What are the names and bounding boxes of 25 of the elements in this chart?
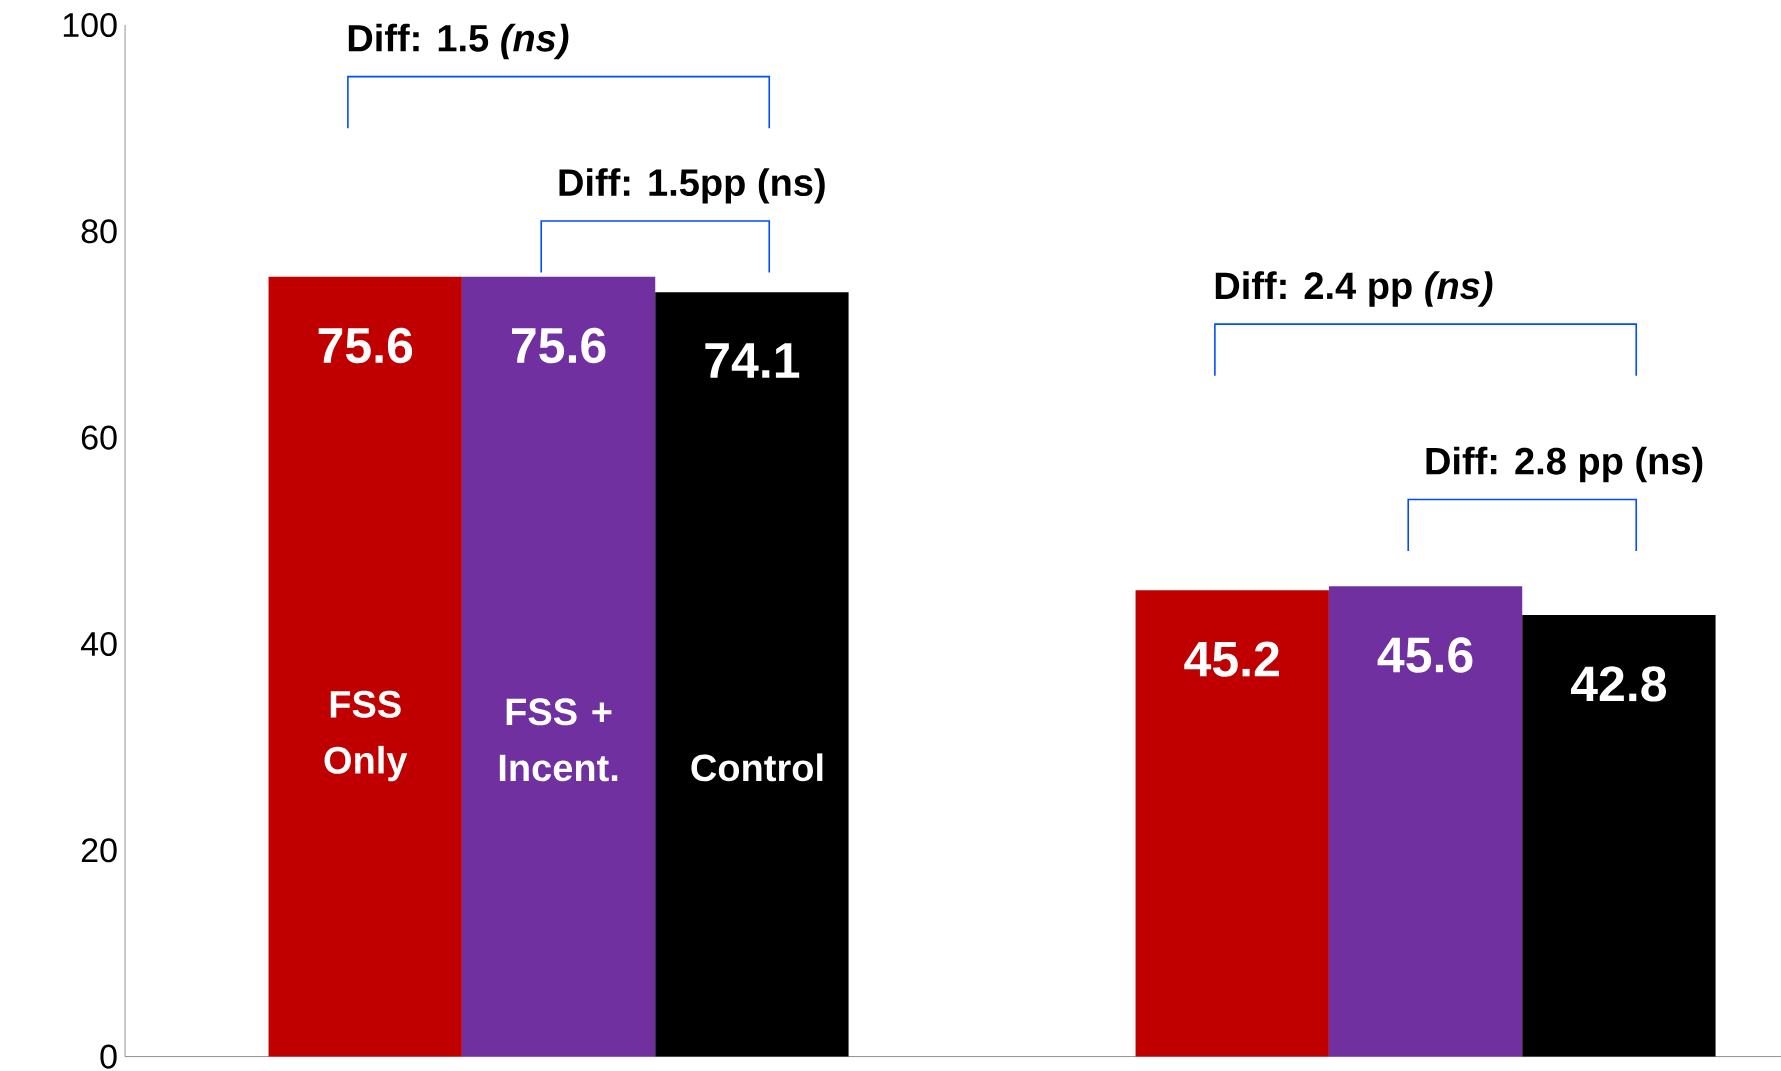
annotation: Diff: 2.4 pp (ns) <box>1215 271 1493 307</box>
bar <box>1522 615 1716 1057</box>
data-label: 45.6 <box>1377 637 1473 673</box>
series-label: Control <box>691 753 823 782</box>
annotation: Diff: 1.5pp (ns) <box>559 168 825 204</box>
annotation: Diff: 2.8 pp (ns) <box>1426 446 1703 483</box>
bar <box>1135 590 1329 1057</box>
bar <box>461 276 656 1057</box>
series-label: FSS Only <box>324 691 408 782</box>
data-label: 42.8 <box>1570 666 1667 702</box>
annotation: Diff: 1.5 (ns) <box>348 23 569 60</box>
y-tick-label: 60 <box>81 425 117 450</box>
y-tick-label: 40 <box>80 632 117 657</box>
data-label: 45.2 <box>1184 641 1279 678</box>
y-tick-label: 80 <box>81 219 117 244</box>
bar <box>268 276 462 1057</box>
data-label: 75.6 <box>318 328 413 364</box>
y-tick-label: 20 <box>81 838 117 863</box>
y-tick-label: 0 <box>100 1044 117 1069</box>
data-label: 75.6 <box>512 328 606 364</box>
data-label: 74.1 <box>705 343 800 378</box>
bar <box>1328 586 1523 1057</box>
series-label: FSS + Incent. <box>499 698 618 782</box>
y-tick-label: 100 <box>63 13 117 38</box>
bar <box>655 292 849 1057</box>
